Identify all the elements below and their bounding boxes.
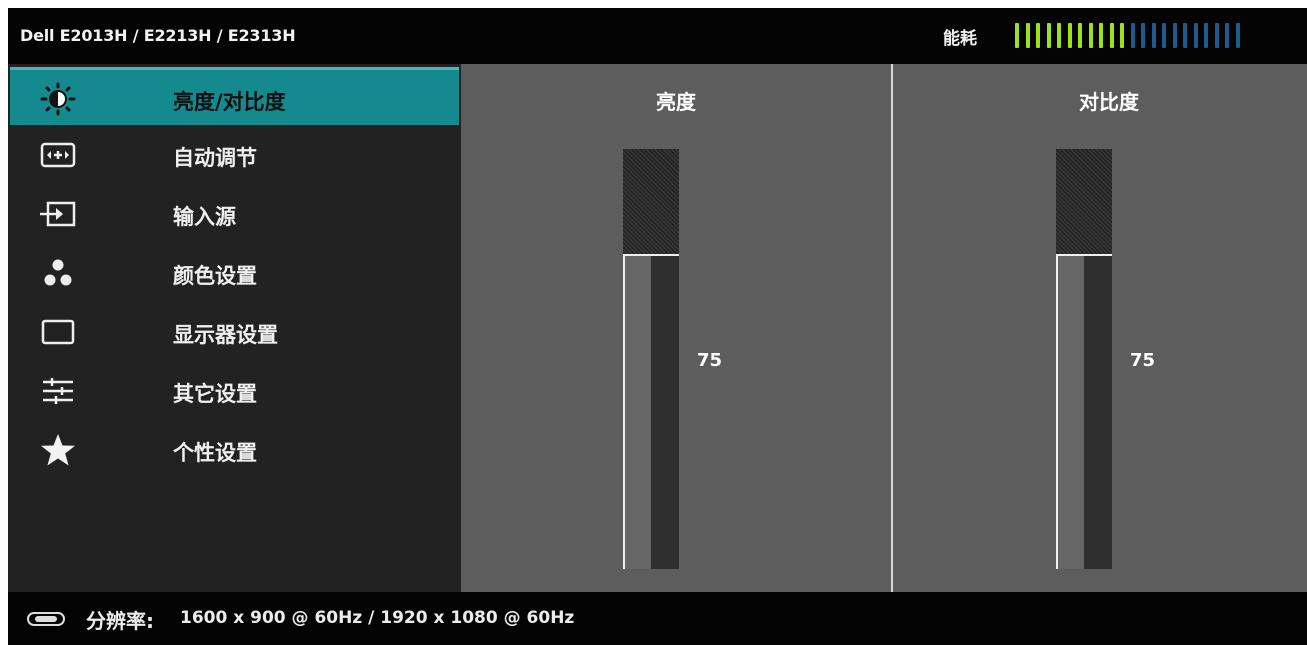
resolution-value: 1600 x 900 @ 60Hz / 1920 x 1080 @ 60Hz (180, 608, 575, 628)
contrast-value: 75 (1130, 350, 1156, 371)
menu-item-personalize[interactable]: 个性设置 (10, 421, 459, 479)
menu-item-input-source[interactable]: 输入源 (10, 185, 459, 243)
osd-window: Dell E2013H / E2213H / E2313H 能耗 (8, 8, 1307, 645)
title-bar: Dell E2013H / E2213H / E2313H 能耗 (8, 8, 1307, 64)
energy-segment-active (1067, 23, 1072, 48)
energy-segment-inactive (1235, 23, 1240, 48)
slider-fill (623, 254, 679, 569)
menu-label: 输入源 (173, 205, 236, 229)
energy-segment-inactive (1214, 23, 1219, 48)
energy-segment-active (1015, 23, 1019, 48)
energy-segment-inactive (1151, 23, 1156, 48)
slider-fill (1056, 254, 1112, 569)
energy-segment-inactive (1225, 23, 1229, 48)
energy-segment-inactive (1172, 23, 1177, 48)
energy-label: 能耗 (943, 29, 977, 49)
menu-label: 亮度/对比度 (173, 90, 286, 114)
resolution-label: 分辨率: (86, 609, 154, 633)
energy-segment-active (1078, 23, 1082, 48)
monitor-model-title: Dell E2013H / E2213H / E2313H (20, 26, 296, 45)
brightness-title: 亮度 (656, 90, 696, 114)
menu-label: 显示器设置 (173, 323, 278, 347)
brightness-slider[interactable] (623, 149, 679, 569)
brightness-value: 75 (697, 350, 723, 371)
input-source-icon (40, 201, 76, 227)
menu-item-other-settings[interactable]: 其它设置 (10, 362, 459, 420)
other-settings-icon (43, 378, 73, 404)
energy-segment-active (1088, 23, 1093, 48)
energy-meter (1015, 23, 1265, 48)
energy-segment-active (1109, 23, 1114, 48)
energy-segment-active (1036, 23, 1040, 48)
energy-segment-active (1025, 23, 1030, 48)
color-settings-icon (44, 259, 72, 286)
menu-label: 个性设置 (173, 441, 257, 465)
menu-item-display-settings[interactable]: 显示器设置 (10, 303, 459, 361)
menu-label: 其它设置 (173, 382, 257, 406)
energy-segment-inactive (1204, 23, 1208, 48)
brightness-contrast-panel: 亮度 75 对比度 75 (461, 64, 1307, 592)
main-menu: 亮度/对比度 自动调节 输入源 (8, 64, 461, 592)
energy-segment-inactive (1162, 23, 1166, 48)
energy-segment-inactive (1130, 23, 1135, 48)
energy-segment-active (1120, 23, 1124, 48)
energy-segment-inactive (1141, 23, 1145, 48)
slider-track-empty (1056, 149, 1112, 254)
slider-track-empty (623, 149, 679, 254)
energy-segment-inactive (1193, 23, 1198, 48)
energy-segment-active (1057, 23, 1061, 48)
contrast-slider[interactable] (1056, 149, 1112, 569)
vga-connector-icon (27, 612, 65, 626)
menu-label: 自动调节 (173, 146, 257, 170)
menu-label: 颜色设置 (173, 264, 257, 288)
contrast-title: 对比度 (1079, 90, 1139, 114)
display-settings-icon (41, 319, 75, 345)
personalize-star-icon (41, 434, 75, 466)
status-bar: 分辨率: 1600 x 900 @ 60Hz / 1920 x 1080 @ 6… (8, 592, 1307, 645)
energy-segment-active (1099, 23, 1103, 48)
column-divider (891, 64, 893, 592)
menu-item-auto-adjust[interactable]: 自动调节 (10, 126, 459, 184)
menu-item-color-settings[interactable]: 颜色设置 (10, 244, 459, 302)
energy-segment-inactive (1183, 23, 1187, 48)
menu-item-brightness-contrast[interactable]: 亮度/对比度 (10, 67, 459, 125)
energy-segment-active (1046, 23, 1051, 48)
auto-adjust-icon (40, 142, 76, 168)
brightness-icon (40, 82, 76, 116)
